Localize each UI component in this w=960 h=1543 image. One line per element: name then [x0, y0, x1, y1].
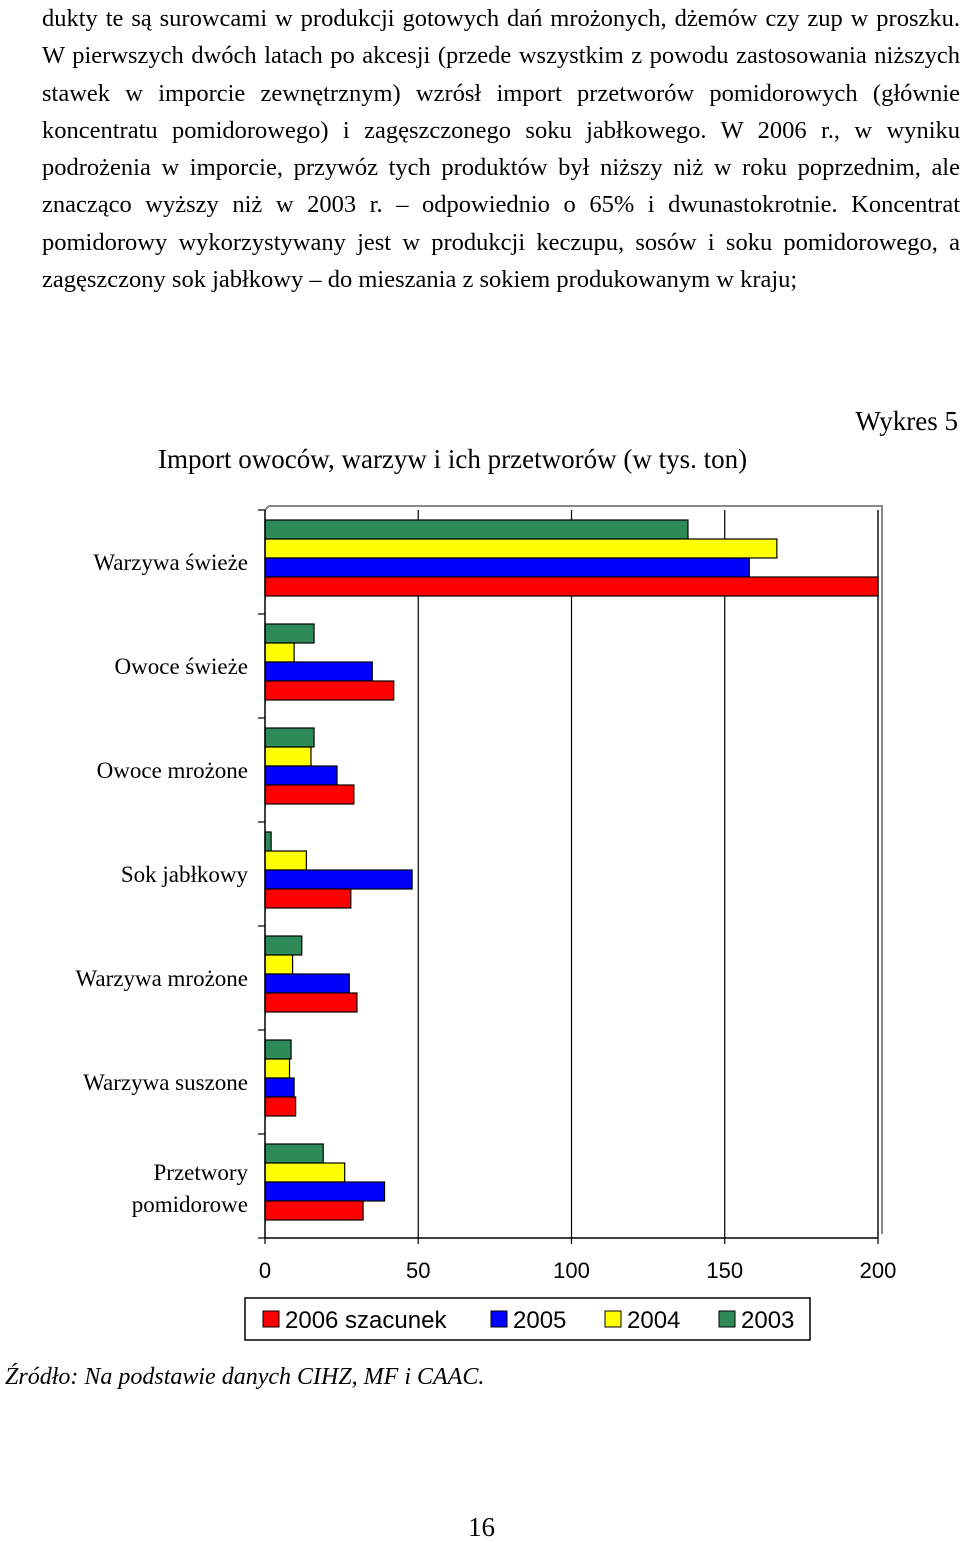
bar-przetwory-pomidorowe-2003	[264, 1143, 324, 1164]
bar-owoce-swieze-2004	[264, 642, 295, 663]
paragraph-text-1: dukty te są surowcami w produkcji gotowy…	[42, 5, 960, 219]
legend-label-2006-szacunek: 2006 szacunek	[285, 1307, 447, 1334]
bar-owoce-mrozone-2004	[264, 746, 312, 767]
bar-sok-jablkowy-2005	[264, 869, 413, 890]
bar-owoce-swieze-2005	[264, 661, 373, 682]
legend-swatch-2004	[604, 1310, 622, 1328]
legend-swatch-2005	[490, 1310, 508, 1328]
bar-przetwory-pomidorowe-2004	[264, 1162, 346, 1183]
bar-warzywa-suszone-2005	[264, 1077, 295, 1098]
bar-warzywa-suszone-2003	[264, 1039, 292, 1060]
bar-owoce-mrozone-2005	[264, 765, 338, 786]
page-number: 16	[468, 1512, 495, 1542]
plot-frame	[264, 505, 883, 1234]
bar-warzywa-mrozone-2006-szacunek	[264, 992, 358, 1013]
body-paragraph: dukty te są surowcami w produkcji gotowy…	[42, 0, 960, 298]
category-label-owoce-swieze: Owoce świeże	[115, 654, 248, 679]
dash-2: –	[309, 266, 322, 294]
bar-owoce-swieze-2006-szacunek	[264, 680, 395, 701]
legend-label-2005: 2005	[513, 1307, 566, 1334]
legend-swatch-2006-szacunek	[262, 1310, 280, 1328]
x-tick-label-50: 50	[406, 1258, 430, 1283]
bar-warzywa-mrozone-2004	[264, 954, 294, 975]
category-label-sok-jablkowy: Sok jabłkowy	[121, 862, 249, 887]
x-tick-label-150: 150	[706, 1258, 743, 1283]
bar-owoce-mrozone-2003	[264, 727, 315, 748]
bar-warzywa-swieze-2006-szacunek	[264, 576, 879, 597]
bar-przetwory-pomidorowe-2006-szacunek	[264, 1200, 364, 1221]
dash-1: –	[396, 191, 409, 219]
chart-number: Wykres 5	[855, 406, 958, 436]
legend-label-2004: 2004	[627, 1307, 680, 1334]
category-label-warzywa-mrozone: Warzywa mrożone	[76, 966, 248, 991]
category-label-warzywa-suszone: Warzywa suszone	[83, 1070, 248, 1095]
source-note: Źródło: Na podstawie danych CIHZ, MF i C…	[5, 1364, 485, 1390]
chart-title: Import owoców, warzyw i ich przetworów (…	[158, 444, 748, 474]
bar-owoce-swieze-2003	[264, 623, 315, 644]
category-label-przetwory-pomidorowe-line2: pomidorowe	[132, 1192, 248, 1217]
bar-przetwory-pomidorowe-2005	[264, 1181, 386, 1202]
category-label-przetwory-pomidorowe-line1: Przetwory	[153, 1160, 248, 1185]
bar-warzywa-swieze-2003	[264, 519, 689, 540]
bar-sok-jablkowy-2006-szacunek	[264, 888, 352, 909]
bar-warzywa-swieze-2004	[264, 538, 778, 559]
paragraph-text-2: odpowiednio o 65% i dwunastokrotnie. Kon…	[42, 191, 960, 294]
bar-chart: Warzywa świeże Owoce świeże Owoce mrożone S…	[76, 505, 897, 1341]
legend-swatch-2003	[718, 1310, 736, 1328]
bar-warzywa-mrozone-2003	[264, 935, 303, 956]
x-tick-label-200: 200	[860, 1258, 897, 1283]
legend-box	[244, 1297, 811, 1341]
bar-owoce-mrozone-2006-szacunek	[264, 784, 355, 805]
paragraph-text-3: do mieszania z sokiem produkowanym w kra…	[321, 266, 798, 294]
bar-warzywa-mrozone-2005	[264, 973, 350, 994]
x-tick-label-100: 100	[553, 1258, 590, 1283]
x-tick-label-0: 0	[259, 1258, 271, 1283]
category-label-warzywa-swieze: Warzywa świeże	[93, 550, 248, 575]
bar-warzywa-suszone-2004	[264, 1058, 291, 1079]
bar-warzywa-swieze-2005	[264, 557, 750, 578]
bar-sok-jablkowy-2004	[264, 850, 307, 871]
legend-label-2003: 2003	[741, 1307, 794, 1334]
bar-sok-jablkowy-2003	[264, 831, 272, 852]
category-label-owoce-mrozone: Owoce mrożone	[97, 758, 248, 783]
bar-warzywa-suszone-2006-szacunek	[264, 1096, 297, 1117]
